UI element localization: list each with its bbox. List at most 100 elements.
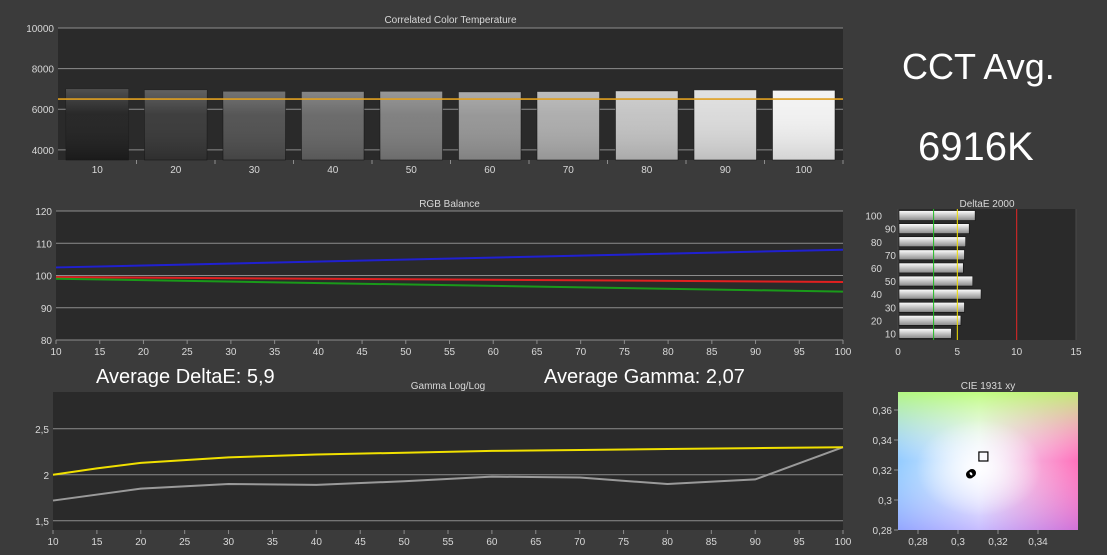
cct-xtick-label: 90 (720, 165, 732, 176)
gamma-xtick-label: 25 (179, 537, 191, 548)
cie-target-square (978, 451, 989, 462)
gamma-xtick-label: 45 (355, 537, 367, 548)
gamma-ytick-label: 2,5 (35, 425, 49, 436)
rgb-xtick-label: 100 (835, 347, 852, 358)
cct-xtick-label: 30 (249, 165, 261, 176)
rgb-ytick-label: 120 (35, 207, 52, 218)
gamma-ytick-label: 2 (43, 471, 49, 482)
gamma-xtick-label: 20 (135, 537, 147, 548)
rgb-series-green (55, 277, 844, 293)
average-deltae-label: Average DeltaE: 5,9 (96, 366, 275, 388)
cct-avg-title: CCT Avg. (902, 46, 1055, 87)
deltae-bar (898, 236, 966, 248)
cct-xtick-label: 100 (795, 165, 812, 176)
deltae-ytick-label: 10 (885, 329, 897, 340)
gamma-xtick-label: 10 (47, 537, 59, 548)
rgb-xtick-label: 90 (750, 347, 762, 358)
rgb-xtick-label: 50 (400, 347, 412, 358)
cct-xtick-label: 60 (484, 165, 496, 176)
rgb-series-red (55, 276, 844, 283)
rgb-xtick-label: 55 (444, 347, 456, 358)
rgb-xtick-label: 15 (94, 347, 106, 358)
cct-bar-shade (223, 91, 286, 160)
cct-chart: Correlated Color Temperature 4000 6000 8000… (26, 15, 844, 176)
cie-xtick-label: 0,34 (1028, 537, 1048, 548)
cct-ytick-label: 10000 (26, 24, 54, 35)
cct-ytick-label: 6000 (32, 105, 55, 116)
deltae-ytick-label: 100 (865, 212, 882, 223)
gamma-title: Gamma Log/Log (411, 381, 486, 392)
deltae-xtick-label: 0 (895, 347, 901, 358)
deltae-bar (898, 315, 962, 326)
rgb-xtick-label: 85 (706, 347, 718, 358)
cct-ytick-label: 8000 (32, 65, 55, 76)
gamma-chart: Gamma Log/Log 1,5 2 2,5 10 15 20 25 30 35 40 45 50 55… (35, 381, 852, 548)
gamma-xtick-label: 15 (91, 537, 103, 548)
gamma-xtick-label: 70 (574, 537, 586, 548)
gamma-xtick-label: 80 (662, 537, 674, 548)
rgb-xtick-label: 65 (531, 347, 543, 358)
deltae-xtick-label: 10 (1011, 347, 1023, 358)
deltae-ytick-label: 40 (871, 290, 883, 301)
deltae-bar (898, 249, 965, 261)
gamma-xtick-label: 90 (750, 537, 762, 548)
rgb-title: RGB Balance (419, 199, 480, 210)
deltae-ytick-label: 80 (871, 238, 883, 249)
gamma-xtick-label: 75 (618, 537, 630, 548)
rgb-xtick-label: 70 (575, 347, 587, 358)
cie-xtick-label: 0,3 (951, 537, 965, 548)
cct-bar-shade (458, 91, 521, 160)
cie-ytick-label: 0,36 (873, 406, 893, 417)
cie-ytick-label: 0,28 (873, 526, 893, 537)
gamma-xtick-label: 50 (399, 537, 411, 548)
gamma-xtick-label: 55 (442, 537, 454, 548)
cie-title: CIE 1931 xy (961, 381, 1015, 392)
gamma-xtick-label: 40 (311, 537, 323, 548)
rgb-ytick-label: 90 (41, 304, 53, 315)
cct-bar-shade (772, 90, 835, 160)
deltae-title: DeltaE 2000 (959, 199, 1014, 210)
cie-chart: CIE 1931 xy 0,28 0,3 0,32 0,34 0,28 0,3 0,32 0,3… (873, 381, 1078, 548)
cct-avg-value: 6916K (918, 125, 1034, 169)
cct-bar-shade (694, 89, 757, 160)
cie-ytick-label: 0,34 (873, 436, 893, 447)
rgb-xtick-label: 10 (50, 347, 62, 358)
rgb-balance-chart: RGB Balance 80 90 100 110 120 10 15 20 25 30 35 40 45… (35, 199, 851, 358)
rgb-xtick-label: 80 (663, 347, 675, 358)
cie-ytick-label: 0,32 (873, 466, 893, 477)
deltae-ytick-label: 50 (885, 277, 897, 288)
cie-ytick-label: 0,3 (878, 496, 892, 507)
rgb-xtick-label: 60 (488, 347, 500, 358)
gamma-xtick-label: 100 (835, 537, 852, 548)
deltae-ytick-label: 90 (885, 225, 897, 236)
cct-xtick-label: 10 (92, 165, 104, 176)
cct-xtick-label: 70 (563, 165, 575, 176)
rgb-xtick-label: 95 (794, 347, 806, 358)
rgb-ytick-label: 110 (36, 239, 52, 250)
cie-measured-point (966, 469, 975, 478)
rgb-ytick-label: 80 (41, 336, 53, 347)
cct-bar-shade (537, 91, 600, 160)
rgb-xtick-label: 20 (138, 347, 150, 358)
rgb-xtick-label: 35 (269, 347, 281, 358)
gamma-series-gamma_reference (52, 446, 844, 502)
cct-xtick-label: 80 (641, 165, 653, 176)
gamma-xtick-label: 65 (530, 537, 542, 548)
cct-xtick-label: 50 (406, 165, 418, 176)
rgb-xtick-label: 45 (356, 347, 368, 358)
cie-xtick-label: 0,32 (988, 537, 1008, 548)
cct-title: Correlated Color Temperature (384, 15, 517, 26)
rgb-xtick-label: 40 (313, 347, 325, 358)
gamma-xtick-label: 85 (706, 537, 718, 548)
gamma-series-gamma_measured (52, 446, 844, 476)
deltae-bar (898, 275, 974, 287)
rgb-series-blue (55, 248, 844, 269)
cct-bar-shade (66, 88, 129, 160)
cct-bar-shade (301, 91, 364, 160)
deltae-bar (898, 328, 952, 339)
deltae-bar (898, 288, 982, 300)
cct-ytick-label: 4000 (32, 146, 55, 157)
cct-bar-shade (144, 89, 207, 160)
